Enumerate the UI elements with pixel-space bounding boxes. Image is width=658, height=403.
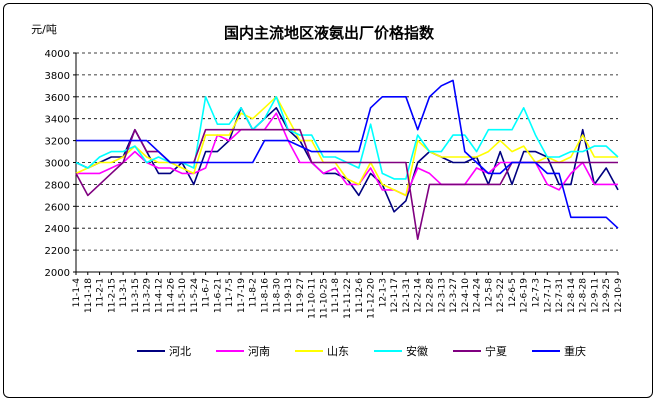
chart-title: 国内主流地区液氨出厂价格指数: [224, 24, 435, 42]
x-tick-label: 11-12-20: [367, 278, 377, 319]
x-tick-label: 11-10-11: [308, 278, 318, 319]
y-tick-label: 4000: [45, 49, 70, 60]
x-tick-label: 12-8-14: [567, 278, 577, 313]
series-line-河北: [75, 107, 619, 213]
x-tick-label: 12-9-25: [602, 278, 612, 313]
x-tick-label: 11-10-25: [319, 278, 329, 319]
y-tick-label: 3000: [45, 159, 70, 170]
legend-label: 安徽: [406, 344, 428, 358]
x-tick-label: 11-1-18: [84, 278, 94, 313]
x-tick-label: 11-11-22: [343, 278, 353, 319]
x-tick-label: 12-7-31: [555, 278, 565, 313]
x-tick-label: 11-5-24: [190, 278, 200, 313]
x-tick-label: 12-5-8: [484, 278, 494, 308]
legend-label: 河南: [248, 345, 270, 358]
y-tick-label: 3400: [45, 115, 70, 126]
x-tick-label: 11-3-29: [143, 278, 153, 313]
x-tick-label: 11-11-8: [331, 278, 341, 313]
x-tick-label: 11-3-1: [119, 278, 129, 307]
x-tick-label: 11-12-6: [355, 278, 365, 313]
x-tick-label: 12-5-22: [496, 278, 506, 313]
x-tick-label: 12-9-11: [590, 278, 600, 313]
x-tick-label: 12-1-17: [390, 278, 400, 313]
x-tick-label: 11-4-12: [154, 278, 164, 313]
legend-label: 重庆: [564, 344, 586, 358]
y-tick-label: 3200: [45, 137, 70, 148]
y-tick-label: 2800: [45, 180, 70, 191]
x-tick-label: 12-4-24: [473, 278, 483, 313]
y-tick-label: 2200: [45, 246, 70, 257]
y-tick-label: 2600: [45, 202, 70, 213]
x-tick-label: 11-7-5: [225, 278, 235, 307]
x-tick-label: 12-6-5: [508, 278, 518, 307]
x-tick-label: 12-7-17: [543, 278, 553, 313]
x-tick-label: 11-1-4: [72, 278, 82, 308]
x-tick-label: 12-1-3: [378, 278, 388, 307]
x-tick-label: 11-2-15: [107, 278, 117, 313]
x-tick-label: 12-6-19: [520, 278, 530, 313]
x-tick-label: 12-2-28: [425, 278, 435, 313]
legend-label: 河北: [169, 345, 191, 358]
y-tick-label: 3800: [45, 71, 70, 82]
series-line-重庆: [76, 79, 619, 229]
series-line-山东: [75, 96, 618, 197]
x-tick-label: 12-2-14: [414, 278, 424, 313]
x-tick-label: 12-10-9: [614, 278, 624, 313]
x-tick-label: 11-6-21: [213, 278, 223, 313]
x-tick-label: 11-8-2: [249, 278, 259, 307]
chart-frame: 国内主流地区液氨出厂价格指数 元/吨 2000 2200 2400 2600 2800 3…: [3, 3, 653, 398]
x-tick-label: 12-7-3: [532, 278, 542, 307]
x-tick-label: 11-6-7: [202, 278, 212, 307]
x-tick-label: 11-9-13: [284, 278, 294, 313]
x-tick-label: 12-8-28: [579, 278, 589, 313]
x-tick-label: 12-3-27: [449, 278, 459, 313]
x-tick-label: 11-8-30: [272, 278, 282, 313]
legend-label: 山东: [327, 345, 349, 358]
x-tick-label: 11-5-10: [178, 278, 188, 313]
y-tick-label: 2000: [45, 268, 70, 279]
series-line-河南: [76, 112, 618, 197]
x-tick-label: 11-3-15: [131, 278, 141, 313]
x-tick-label: 12-3-13: [437, 278, 447, 313]
y-tick-label: 2400: [45, 224, 70, 235]
x-tick-label: 12-1-31: [402, 278, 412, 313]
x-tick-label: 11-4-26: [166, 278, 176, 313]
y-axis-label: 元/吨: [31, 23, 57, 36]
x-tick-label: 11-2-1: [96, 278, 106, 307]
legend-label: 宁夏: [485, 344, 507, 358]
y-tick-label: 3600: [45, 93, 70, 104]
x-tick-label: 11-9-27: [296, 278, 306, 313]
x-tick-label: 11-8-16: [261, 278, 271, 313]
x-tick-label: 11-7-19: [237, 278, 247, 313]
x-tick-label: 12-4-10: [461, 278, 471, 313]
line-chart: 国内主流地区液氨出厂价格指数 元/吨 2000 2200 2400 2600 2800 3…: [31, 23, 624, 358]
